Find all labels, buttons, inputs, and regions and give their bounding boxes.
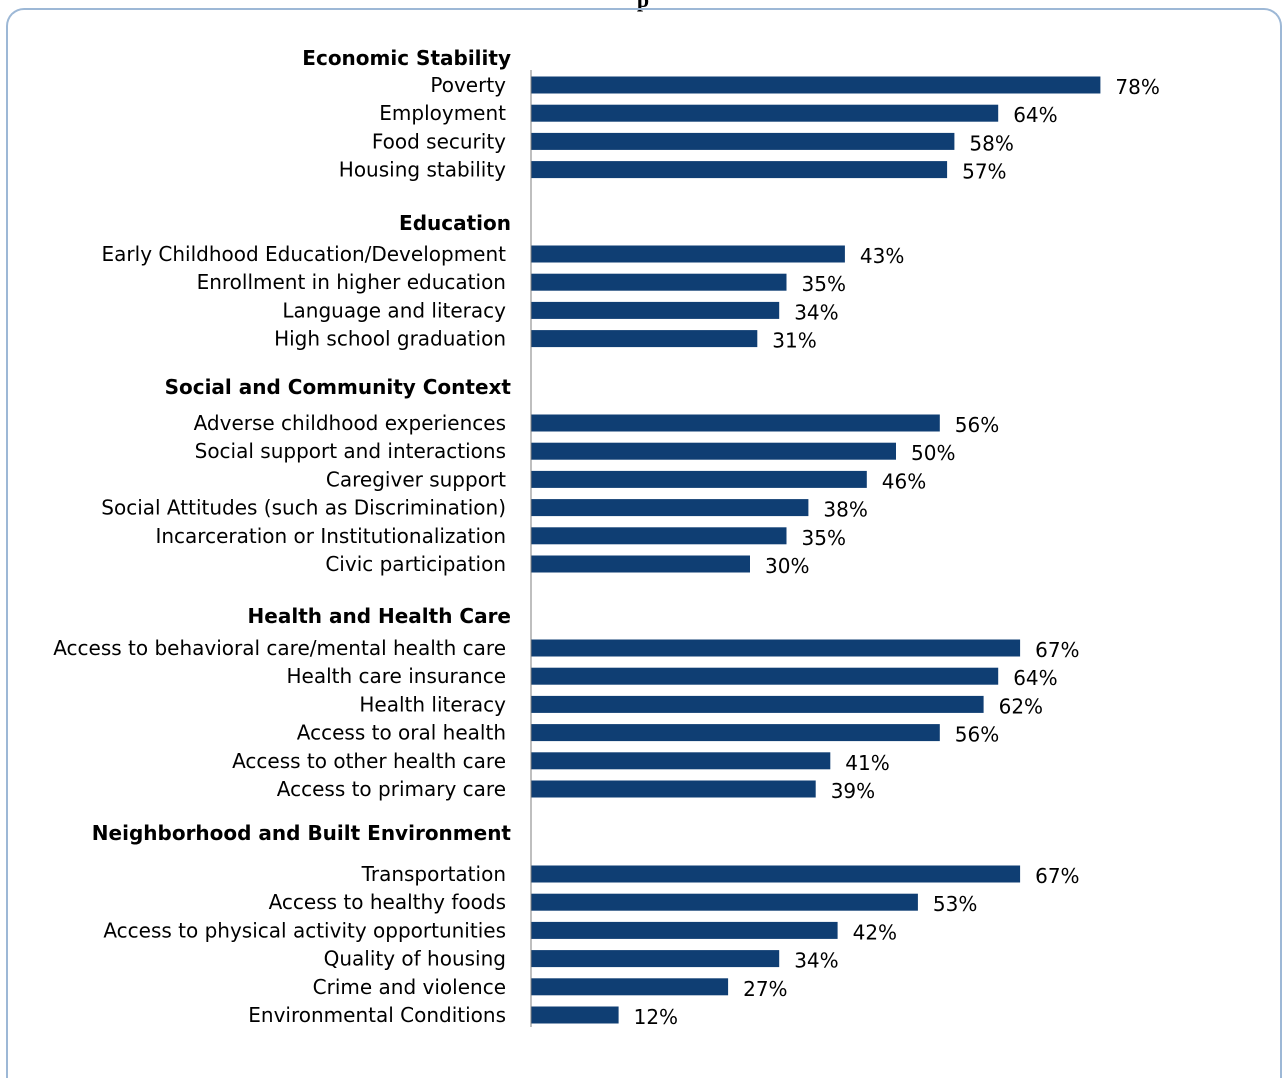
category-label: Transportation — [361, 862, 506, 886]
bar — [531, 132, 955, 150]
data-label: 35% — [802, 272, 846, 296]
bar — [531, 780, 816, 798]
data-label: 42% — [853, 920, 897, 944]
data-label: 31% — [772, 329, 816, 353]
group-header: Education — [399, 211, 511, 235]
category-label: Civic participation — [325, 552, 506, 576]
category-label: Food security — [372, 129, 506, 153]
category-label: Adverse childhood experiences — [194, 411, 506, 435]
category-label: Early Childhood Education/Development — [102, 242, 507, 266]
category-label: Access to behavioral care/mental health … — [53, 636, 506, 660]
bar — [531, 893, 918, 911]
data-label: 62% — [999, 694, 1043, 718]
data-label: 12% — [634, 1005, 678, 1029]
data-label: 27% — [743, 977, 787, 1001]
data-label: 67% — [1035, 864, 1079, 888]
category-label: Access to other health care — [232, 749, 506, 773]
data-label: 35% — [802, 526, 846, 550]
data-label: 56% — [955, 413, 999, 437]
chart-frame — [6, 8, 1282, 1078]
category-label: Health literacy — [359, 692, 506, 716]
bar — [531, 555, 750, 573]
data-label: 41% — [845, 751, 889, 775]
category-label: Access to healthy foods — [269, 890, 506, 914]
category-label: Poverty — [430, 73, 506, 97]
category-label: Access to primary care — [277, 777, 506, 801]
data-label: 30% — [765, 554, 809, 578]
bar — [531, 950, 780, 968]
group-header: Social and Community Context — [165, 375, 512, 399]
category-label: Social support and interactions — [195, 439, 506, 463]
category-label: Social Attitudes (such as Discrimination… — [101, 496, 506, 520]
data-label: 57% — [962, 160, 1006, 184]
category-label: Employment — [379, 101, 506, 125]
data-label: 56% — [955, 723, 999, 747]
category-label: Incarceration or Institutionalization — [155, 524, 506, 548]
data-label: 58% — [969, 131, 1013, 155]
bar — [531, 978, 729, 996]
data-label: 39% — [831, 779, 875, 803]
data-label: 38% — [823, 498, 867, 522]
bar — [531, 724, 940, 742]
group-header: Neighborhood and Built Environment — [92, 821, 512, 845]
category-label: Access to physical activity opportunitie… — [103, 918, 506, 942]
bar — [531, 527, 787, 545]
bar — [531, 752, 831, 770]
data-label: 64% — [1013, 666, 1057, 690]
category-label: Housing stability — [339, 158, 506, 182]
group-header: Economic Stability — [302, 46, 511, 70]
category-label: Health care insurance — [286, 664, 506, 688]
category-label: High school graduation — [274, 327, 506, 351]
category-label: Caregiver support — [326, 467, 506, 491]
bar — [531, 330, 758, 348]
bar — [531, 161, 948, 179]
bar — [531, 245, 845, 263]
category-label: Enrollment in higher education — [197, 270, 506, 294]
bar — [531, 639, 1021, 657]
data-label: 46% — [882, 469, 926, 493]
bar — [531, 104, 999, 122]
data-label: 78% — [1115, 75, 1159, 99]
bar — [531, 695, 984, 713]
bar — [531, 865, 1021, 883]
data-label: 64% — [1013, 103, 1057, 127]
bar — [531, 414, 940, 432]
category-label: Quality of housing — [324, 947, 506, 971]
group-header: Health and Health Care — [248, 604, 511, 628]
bar — [531, 273, 787, 291]
data-label: 50% — [911, 441, 955, 465]
bar — [531, 667, 999, 685]
bar — [531, 499, 809, 517]
bar — [531, 1006, 619, 1024]
bar — [531, 470, 867, 488]
data-label: 43% — [860, 244, 904, 268]
bar — [531, 301, 780, 319]
category-label: Access to oral health — [297, 721, 506, 745]
category-label: Environmental Conditions — [248, 1003, 506, 1027]
data-label: 34% — [794, 300, 838, 324]
data-label: 67% — [1035, 638, 1079, 662]
bar — [531, 76, 1101, 94]
data-label: 53% — [933, 892, 977, 916]
category-label: Language and literacy — [282, 298, 506, 322]
bar — [531, 442, 896, 460]
category-label: Crime and violence — [313, 975, 506, 999]
bar — [531, 921, 838, 939]
data-label: 34% — [794, 949, 838, 973]
